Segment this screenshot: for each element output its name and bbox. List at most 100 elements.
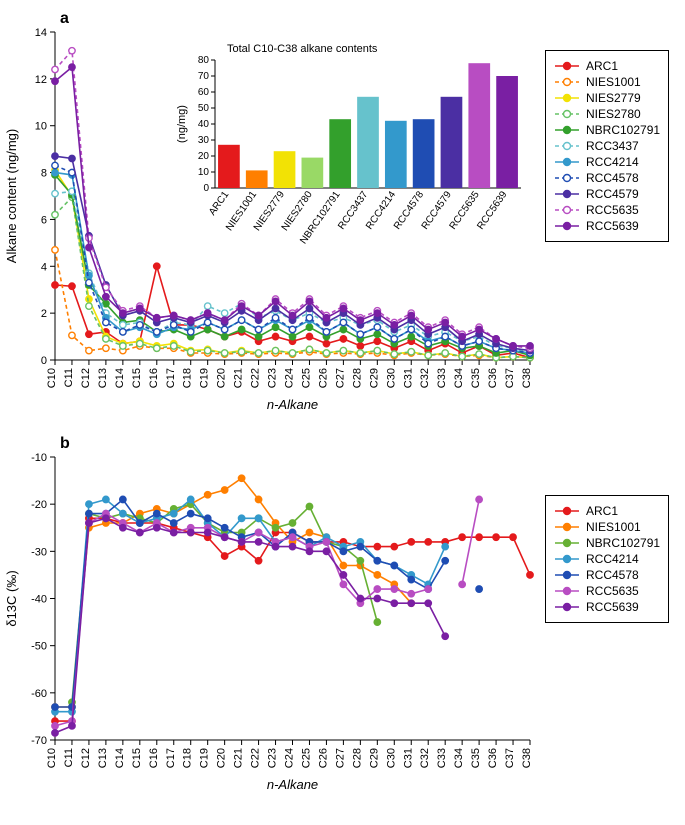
svg-text:C12: C12 [80,748,92,768]
legend-item: NIES2780 [554,107,660,121]
panel-a: a 02468101214C10C11C12C13C14C15C16C17C18… [0,10,685,415]
svg-text:C25: C25 [300,748,312,768]
svg-text:C19: C19 [199,748,211,768]
svg-text:Alkane content (ng/mg): Alkane content (ng/mg) [4,129,19,263]
svg-text:C10: C10 [46,748,58,768]
svg-text:C14: C14 [114,368,126,388]
svg-text:C23: C23 [267,748,279,768]
svg-text:C36: C36 [487,368,499,388]
svg-text:8: 8 [41,168,47,180]
svg-text:δ13C (‰): δ13C (‰) [4,570,19,626]
legend-item: RCC5635 [554,584,660,598]
svg-text:10: 10 [198,167,210,178]
legend-item: NBRC102791 [554,536,660,550]
svg-text:C36: C36 [487,748,499,768]
legend-item: NIES1001 [554,520,660,534]
svg-text:C18: C18 [182,748,194,768]
svg-text:C29: C29 [368,368,380,388]
legend-item: RCC5639 [554,600,660,614]
svg-text:-10: -10 [31,452,47,464]
svg-text:50: 50 [198,103,210,114]
svg-text:10: 10 [35,121,47,133]
svg-text:80: 80 [198,55,210,66]
svg-text:C35: C35 [470,368,482,388]
svg-text:C15: C15 [131,368,143,388]
svg-text:14: 14 [35,27,47,39]
svg-text:-70: -70 [31,735,47,747]
svg-text:C16: C16 [148,368,160,388]
legend-item: RCC4579 [554,187,660,201]
svg-text:C28: C28 [351,748,363,768]
svg-text:ARC1: ARC1 [207,189,232,218]
svg-text:C25: C25 [300,368,312,388]
chart-a: 02468101214C10C11C12C13C14C15C16C17C18C1… [0,10,540,415]
svg-text:C19: C19 [199,368,211,388]
svg-text:C32: C32 [419,368,431,388]
svg-text:C28: C28 [351,368,363,388]
svg-text:60: 60 [198,87,210,98]
svg-text:C22: C22 [250,368,262,388]
svg-text:C26: C26 [317,368,329,388]
svg-text:6: 6 [41,214,47,226]
legend-item: ARC1 [554,504,660,518]
legend-item: RCC3437 [554,139,660,153]
legend-item: RCC5635 [554,203,660,217]
panel-b-label: b [60,435,70,453]
figure: a 02468101214C10C11C12C13C14C15C16C17C18… [0,0,685,825]
svg-text:Total C10-C38 alkane contents: Total C10-C38 alkane contents [227,43,378,55]
svg-text:0: 0 [41,355,47,367]
svg-text:C34: C34 [453,748,465,768]
svg-text:n-Alkane: n-Alkane [267,777,318,792]
svg-text:C23: C23 [267,368,279,388]
panel-b: b -70-60-50-40-30-20-10C10C11C12C13C14C1… [0,435,685,795]
svg-text:C15: C15 [131,748,143,768]
legend-item: RCC4214 [554,552,660,566]
legend-b: ARC1 NIES1001 NBRC102791 RCC4214 RCC4578 RCC5… [545,495,669,623]
legend-item: RCC4578 [554,568,660,582]
svg-text:C20: C20 [216,368,228,388]
svg-text:C18: C18 [182,368,194,388]
legend-a: ARC1 NIES1001 NIES2779 NIES2780 NBRC102791 RC… [545,50,669,242]
svg-text:20: 20 [198,151,210,162]
legend-item: NBRC102791 [554,123,660,137]
svg-text:C24: C24 [284,748,296,768]
svg-text:C27: C27 [334,748,346,768]
svg-text:30: 30 [198,135,210,146]
svg-text:C13: C13 [97,368,109,388]
svg-text:C16: C16 [148,748,160,768]
svg-text:C30: C30 [385,368,397,388]
svg-text:C30: C30 [385,748,397,768]
svg-text:12: 12 [35,74,47,86]
svg-text:70: 70 [198,71,210,82]
svg-text:C21: C21 [233,748,245,768]
legend-item: NIES2779 [554,91,660,105]
svg-text:C11: C11 [63,368,75,387]
svg-text:C20: C20 [216,748,228,768]
svg-text:C21: C21 [233,368,245,388]
legend-item: ARC1 [554,59,660,73]
svg-text:C29: C29 [368,748,380,768]
svg-text:C11: C11 [63,748,75,767]
svg-text:C34: C34 [453,368,465,388]
svg-text:2: 2 [41,308,47,320]
svg-text:C22: C22 [250,748,262,768]
svg-text:C13: C13 [97,748,109,768]
svg-text:C27: C27 [334,368,346,388]
svg-text:C10: C10 [46,368,58,388]
svg-text:C37: C37 [504,748,516,768]
legend-item: NIES1001 [554,75,660,89]
svg-text:C14: C14 [114,748,126,768]
svg-text:(ng/mg): (ng/mg) [176,105,188,143]
legend-item: RCC4578 [554,171,660,185]
svg-text:0: 0 [203,183,209,194]
svg-text:C37: C37 [504,368,516,388]
svg-text:-20: -20 [31,499,47,511]
svg-text:40: 40 [198,119,210,130]
chart-b: -70-60-50-40-30-20-10C10C11C12C13C14C15C… [0,435,540,795]
svg-text:C33: C33 [436,748,448,768]
svg-text:n-Alkane: n-Alkane [267,397,318,412]
svg-text:C35: C35 [470,748,482,768]
svg-text:C26: C26 [317,748,329,768]
svg-text:-30: -30 [31,546,47,558]
legend-item: RCC4214 [554,155,660,169]
